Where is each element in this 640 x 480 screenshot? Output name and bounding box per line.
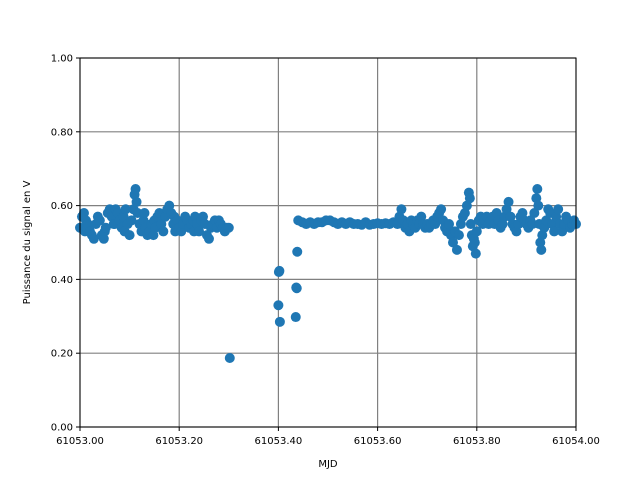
data-point (396, 204, 407, 215)
data-point (464, 193, 475, 204)
data-point (444, 219, 455, 230)
data-point (98, 233, 109, 244)
y-tick-label: 0.00 (51, 423, 73, 434)
data-point (529, 207, 540, 218)
data-point (465, 219, 476, 230)
data-point (124, 230, 135, 241)
data-point (224, 352, 235, 363)
data-point (447, 237, 458, 248)
data-point (290, 312, 301, 323)
data-point (453, 230, 464, 241)
data-point (139, 207, 150, 218)
y-tick-label: 1.00 (51, 54, 73, 65)
data-point (549, 226, 560, 237)
data-point (100, 222, 111, 233)
data-point (536, 244, 547, 255)
ticks: 61053.00 61053.20 61053.40 61053.60 61053.80… (51, 54, 600, 448)
data-point (436, 204, 447, 215)
data-point (451, 244, 462, 255)
data-point (126, 215, 137, 226)
x-tick-label: 61054.00 (552, 436, 600, 447)
y-tick-label: 0.80 (51, 127, 73, 138)
data-point (273, 300, 284, 311)
data-point (533, 200, 544, 211)
data-point (158, 226, 169, 237)
x-tick-label: 61053.40 (255, 436, 303, 447)
x-tick-label: 61053.20 (155, 436, 203, 447)
data-point (503, 196, 514, 207)
x-tick-label: 61053.80 (453, 436, 501, 447)
x-tick-label: 61053.60 (354, 436, 402, 447)
data-point (120, 204, 131, 215)
data-point (553, 204, 564, 215)
plot-frame (79, 57, 577, 428)
data-point (94, 215, 105, 226)
data-point (274, 316, 285, 327)
data-point (469, 237, 480, 248)
data-point (131, 196, 142, 207)
data-point (274, 265, 285, 276)
data-point (194, 226, 205, 237)
data-point (292, 246, 303, 257)
y-tick-label: 0.40 (51, 275, 73, 286)
data-point (471, 226, 482, 237)
data-point (223, 222, 234, 233)
data-point (291, 283, 302, 294)
x-axis-label: MJD (318, 459, 338, 470)
data-point (132, 207, 143, 218)
x-tick-label: 61053.00 (56, 436, 104, 447)
data-point (470, 248, 481, 259)
data-point (130, 183, 141, 194)
y-tick-label: 0.60 (51, 201, 73, 212)
grid (79, 57, 577, 428)
data-points (75, 183, 581, 363)
data-point (532, 183, 543, 194)
data-point (88, 233, 99, 244)
y-tick-label: 0.20 (51, 349, 73, 360)
data-point (527, 219, 538, 230)
y-axis-label: Puissance du signal en V (22, 180, 33, 304)
data-point (203, 233, 214, 244)
